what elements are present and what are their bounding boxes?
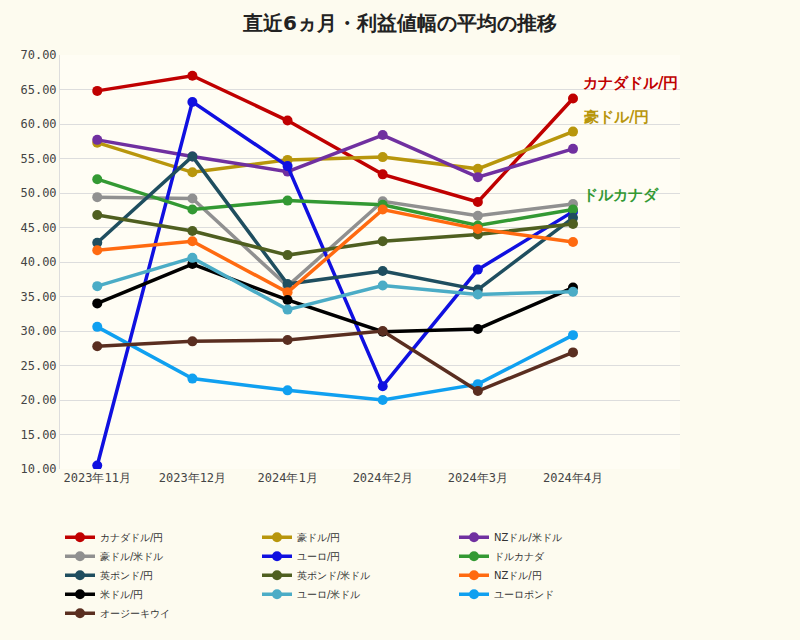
svg-text:30.00: 30.00 bbox=[20, 324, 56, 338]
svg-text:25.00: 25.00 bbox=[20, 359, 56, 373]
svg-text:2024年2月: 2024年2月 bbox=[353, 471, 413, 485]
svg-text:ユーロポンド: ユーロポンド bbox=[494, 589, 554, 600]
svg-text:米ドル/円: 米ドル/円 bbox=[100, 589, 143, 600]
svg-text:20.00: 20.00 bbox=[20, 393, 56, 407]
svg-text:カナダドル/円: カナダドル/円 bbox=[583, 74, 678, 92]
svg-text:NZドル/円: NZドル/円 bbox=[494, 570, 542, 581]
svg-text:2023年12月: 2023年12月 bbox=[159, 471, 226, 485]
svg-text:カナダドル/円: カナダドル/円 bbox=[100, 532, 163, 543]
svg-text:ユーロ/円: ユーロ/円 bbox=[297, 551, 340, 562]
svg-text:オージーキウイ: オージーキウイ bbox=[100, 608, 170, 619]
svg-text:10.00: 10.00 bbox=[20, 462, 56, 476]
svg-text:NZドル/米ドル: NZドル/米ドル bbox=[494, 532, 562, 543]
svg-text:直近6ヵ月・利益値幅の平均の推移: 直近6ヵ月・利益値幅の平均の推移 bbox=[242, 11, 557, 35]
svg-text:ドルカナダ: ドルカナダ bbox=[494, 551, 545, 562]
svg-text:65.00: 65.00 bbox=[20, 83, 56, 97]
svg-text:ユーロ/米ドル: ユーロ/米ドル bbox=[297, 589, 360, 600]
svg-text:英ポンド/円: 英ポンド/円 bbox=[100, 570, 153, 581]
svg-text:40.00: 40.00 bbox=[20, 255, 56, 269]
svg-text:2023年11月: 2023年11月 bbox=[64, 471, 131, 485]
svg-text:豪ドル/米ドル: 豪ドル/米ドル bbox=[100, 551, 163, 562]
svg-text:2024年3月: 2024年3月 bbox=[448, 471, 508, 485]
svg-text:45.00: 45.00 bbox=[20, 221, 56, 235]
svg-text:35.00: 35.00 bbox=[20, 290, 56, 304]
svg-text:50.00: 50.00 bbox=[20, 186, 56, 200]
svg-text:豪ドル/円: 豪ドル/円 bbox=[583, 108, 649, 126]
svg-text:60.00: 60.00 bbox=[20, 117, 56, 131]
svg-text:15.00: 15.00 bbox=[20, 428, 56, 442]
svg-text:豪ドル/円: 豪ドル/円 bbox=[297, 532, 340, 543]
svg-text:55.00: 55.00 bbox=[20, 152, 56, 166]
svg-text:英ポンド/米ドル: 英ポンド/米ドル bbox=[297, 570, 370, 581]
svg-text:2024年4月: 2024年4月 bbox=[543, 471, 603, 485]
svg-text:70.00: 70.00 bbox=[20, 48, 56, 62]
svg-text:ドルカナダ: ドルカナダ bbox=[583, 186, 659, 204]
svg-text:2024年1月: 2024年1月 bbox=[257, 471, 317, 485]
